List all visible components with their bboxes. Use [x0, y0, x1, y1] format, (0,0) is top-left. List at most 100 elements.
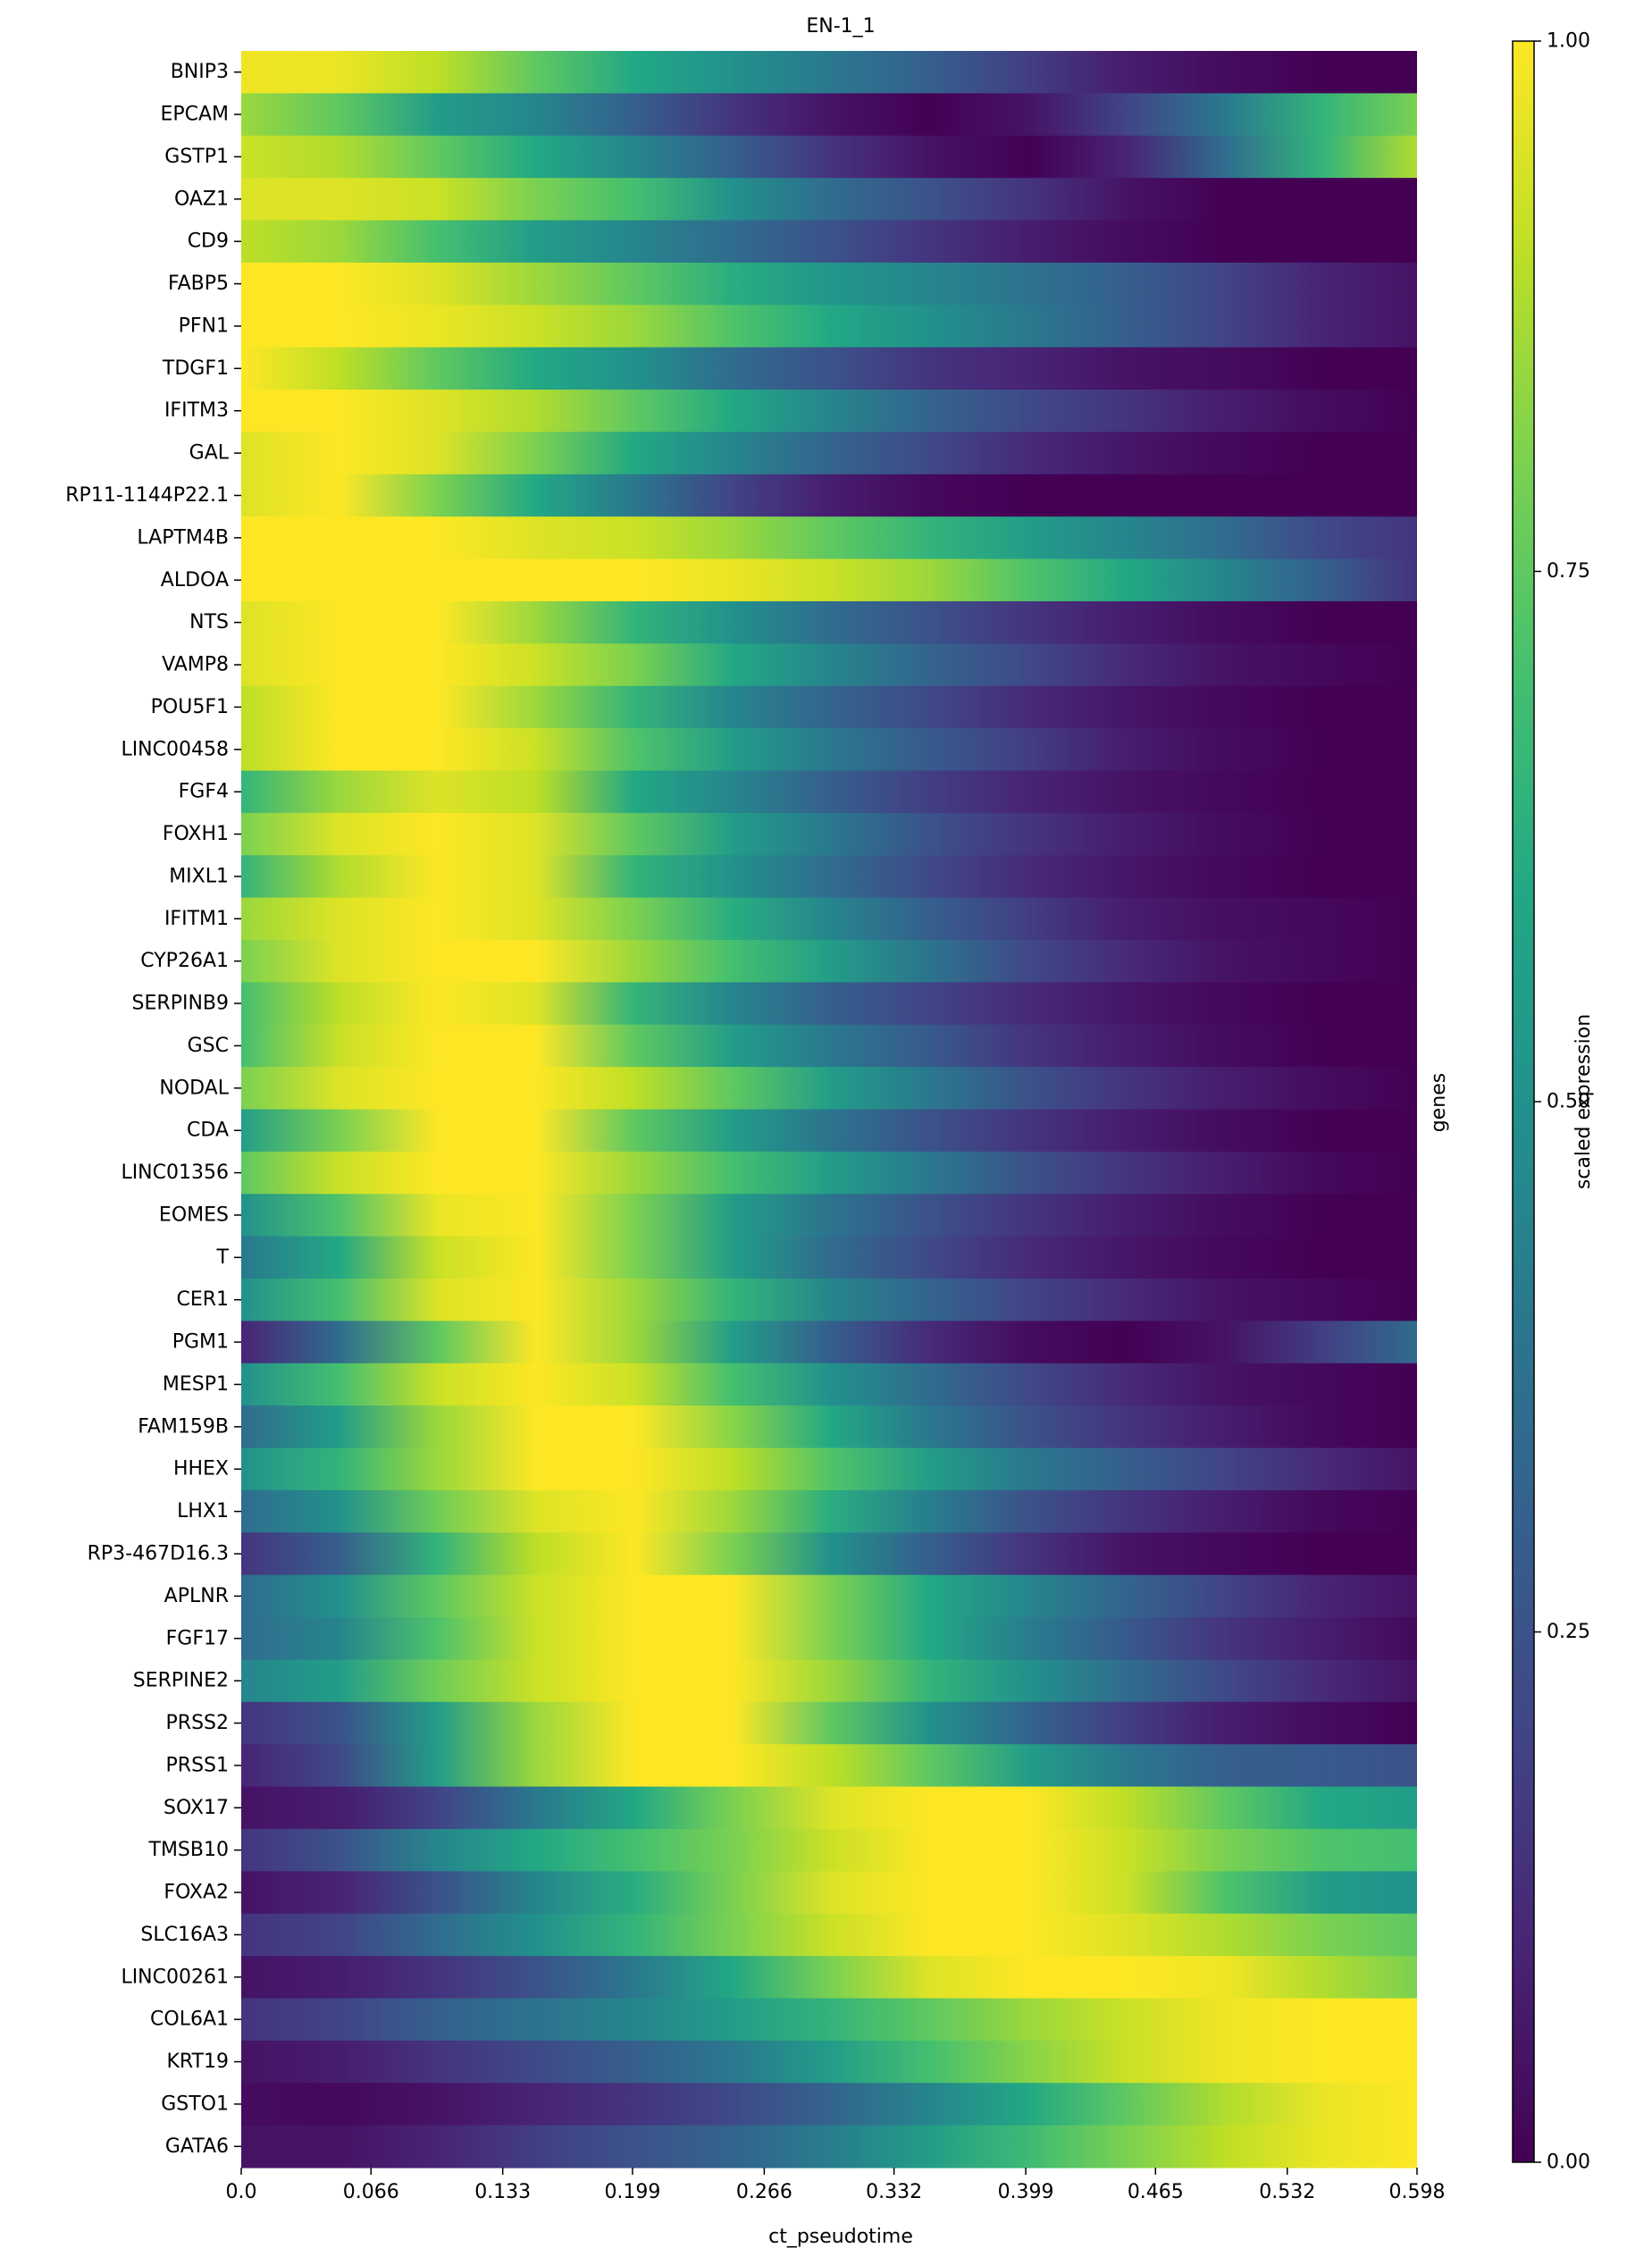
x-axis-label: ct_pseudotime: [768, 2226, 913, 2248]
heatmap-row-GAL: [241, 432, 1417, 475]
heatmap-row-HHEX: [241, 1447, 1417, 1491]
y-axis-label: genes: [1428, 1073, 1450, 1132]
y-tick-label: GSC: [188, 1035, 229, 1057]
heatmap-row-T: [241, 1236, 1417, 1279]
y-tick-label: FOXA2: [164, 1882, 229, 1904]
heatmap-row-SERPINE2: [241, 1659, 1417, 1703]
heatmap-row-LINC00458: [241, 728, 1417, 772]
y-tick-label: OAZ1: [174, 188, 229, 210]
y-tick-label: CDA: [187, 1120, 229, 1142]
chart-title: EN-1_1: [806, 15, 875, 38]
y-tick-label: SERPINE2: [133, 1670, 229, 1692]
y-tick-label: PRSS2: [166, 1712, 229, 1734]
y-tick-label: MIXL1: [169, 865, 229, 887]
heatmap-row-GSTO1: [241, 2083, 1417, 2126]
y-tick-label: EOMES: [159, 1204, 229, 1226]
y-tick-label: PGM1: [172, 1331, 229, 1354]
y-tick-label: CYP26A1: [140, 950, 229, 972]
heatmap-row-LHX1: [241, 1489, 1417, 1533]
heatmap-row-FOXH1: [241, 812, 1417, 856]
x-tick-label: 0.066: [343, 2181, 399, 2203]
heatmap-row-BNIP3: [241, 51, 1417, 94]
colorbar-tick-label: 0.50: [1547, 1091, 1590, 1113]
heatmap-row-MIXL1: [241, 855, 1417, 899]
y-tick-label: FGF17: [166, 1627, 229, 1649]
y-tick-label: GATA6: [165, 2135, 229, 2158]
heatmap-row-COL6A1: [241, 1998, 1417, 2042]
colorbar-gradient: [1512, 40, 1535, 2163]
y-tick-label: POU5F1: [151, 696, 229, 718]
y-tick-label: CD9: [188, 231, 229, 253]
y-tick-label: NODAL: [159, 1077, 229, 1099]
x-tick-label: 0.332: [866, 2181, 922, 2203]
heatmap-row-VAMP8: [241, 643, 1417, 687]
heatmap-row-CD9: [241, 220, 1417, 264]
heatmap-row-EPCAM: [241, 93, 1417, 137]
heatmap-row-OAZ1: [241, 178, 1417, 222]
y-tick-label: GSTO1: [161, 2093, 229, 2115]
heatmap-row-RP11-1144P22.1: [241, 474, 1417, 517]
heatmap-row-TDGF1: [241, 347, 1417, 390]
y-tick-label: BNIP3: [171, 61, 229, 83]
y-tick-label: APLNR: [164, 1585, 229, 1607]
y-tick-label: SERPINB9: [132, 993, 229, 1015]
heatmap-row-TMSB10: [241, 1828, 1417, 1872]
y-tick-label: LINC00458: [121, 738, 229, 760]
y-tick-label: SLC16A3: [140, 1924, 229, 1946]
y-tick-label: HHEX: [173, 1458, 229, 1480]
heatmap-row-POU5F1: [241, 685, 1417, 729]
colorbar-tick-label: 0.00: [1547, 2152, 1590, 2174]
y-tick-label: LINC00261: [121, 1966, 229, 1988]
colorbar-tick-label: 1.00: [1547, 30, 1590, 53]
x-tick-label: 0.0: [226, 2181, 257, 2203]
x-tick-label: 0.465: [1128, 2181, 1184, 2203]
x-tick-label: 0.199: [604, 2181, 660, 2203]
y-tick-label: LAPTM4B: [137, 526, 229, 549]
heatmap-row-FABP5: [241, 262, 1417, 306]
y-tick-labels: BNIP3 EPCAM GSTP1 OAZ1 CD9 FABP5 PFN1 TDGF1 IFIT…: [65, 61, 241, 2158]
heatmap-row-PFN1: [241, 305, 1417, 348]
heatmap-row-FAM159B: [241, 1405, 1417, 1449]
y-tick-label: NTS: [189, 611, 229, 633]
x-tick-label: 0.532: [1259, 2181, 1315, 2203]
heatmap-row-GSC: [241, 1024, 1417, 1068]
y-tick-label: COL6A1: [150, 2009, 229, 2031]
y-tick-label: T: [216, 1246, 230, 1269]
heatmap-row-FGF4: [241, 770, 1417, 814]
y-tick-label: FABP5: [168, 273, 229, 295]
heatmap-row-GSTP1: [241, 135, 1417, 179]
y-tick-label: ALDOA: [161, 569, 229, 591]
y-tick-label: SOX17: [164, 1797, 229, 1819]
heatmap-row-LAPTM4B: [241, 516, 1417, 560]
y-tick-label: PRSS1: [166, 1754, 229, 1776]
y-tick-label: KRT19: [166, 2051, 229, 2073]
y-tick-label: EPCAM: [160, 104, 229, 126]
heatmap-row-FOXA2: [241, 1871, 1417, 1915]
heatmap-row-LINC00261: [241, 1956, 1417, 2000]
heatmap-row-CYP26A1: [241, 939, 1417, 983]
heatmap-row-CDA: [241, 1109, 1417, 1153]
y-tick-label: LHX1: [177, 1500, 229, 1522]
heatmap-row-PGM1: [241, 1321, 1417, 1364]
heatmap-row-EOMES: [241, 1194, 1417, 1237]
x-tick-label: 0.266: [736, 2181, 792, 2203]
colorbar-tick-label: 0.25: [1547, 1621, 1590, 1643]
heatmap-row-NODAL: [241, 1067, 1417, 1111]
x-axis: 0.0 0.066 0.133 0.199 0.266 0.332 0.399 0.465 0.…: [226, 2168, 1446, 2203]
y-tick-label: FAM159B: [138, 1415, 229, 1438]
heatmap-row-RP3-467D16.3: [241, 1532, 1417, 1576]
heatmap-row-MESP1: [241, 1363, 1417, 1406]
y-tick-label: PFN1: [179, 315, 229, 337]
x-tick-label: 0.598: [1389, 2181, 1446, 2203]
heatmap-row-PRSS2: [241, 1701, 1417, 1745]
y-tick-label: FOXH1: [163, 823, 229, 845]
heatmap-row-CER1: [241, 1279, 1417, 1321]
y-tick-label: GAL: [189, 442, 230, 465]
x-tick-label: 0.399: [998, 2181, 1054, 2203]
x-tick-label: 0.133: [474, 2181, 531, 2203]
y-tick-label: RP3-467D16.3: [88, 1542, 229, 1564]
heatmap-row-APLNR: [241, 1574, 1417, 1618]
heatmap-row-KRT19: [241, 2040, 1417, 2084]
heatmap-row-SOX17: [241, 1786, 1417, 1830]
heatmap-row-NTS: [241, 600, 1417, 644]
